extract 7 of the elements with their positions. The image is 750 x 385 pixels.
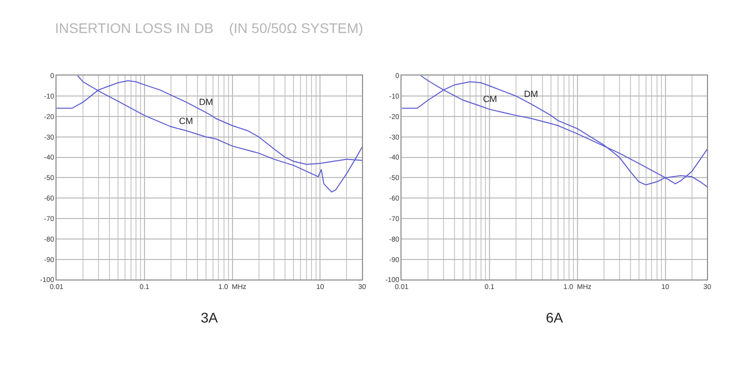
chart-title: INSERTION LOSS IN DB (IN 50/50Ω SYSTEM) (55, 20, 364, 36)
annotation: CM (179, 116, 193, 126)
annotation: DM (199, 97, 213, 107)
annotation: DM (524, 89, 538, 99)
x-axis-title: 6A (546, 309, 564, 326)
x-axis-title: 3A (200, 309, 219, 326)
annotation: CM (483, 94, 497, 104)
